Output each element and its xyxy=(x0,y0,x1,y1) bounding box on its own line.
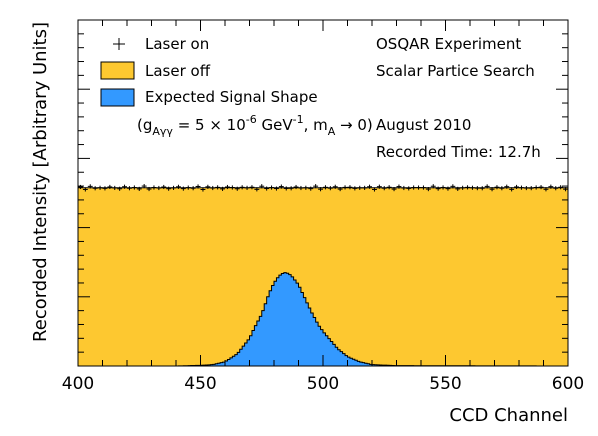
legend-label-laser-off: Laser off xyxy=(145,62,211,80)
legend-item-expected-signal: Expected Signal Shape xyxy=(100,88,318,107)
annotation-experiment: OSQAR Experiment xyxy=(376,35,521,53)
x-tick-label: 600 xyxy=(552,374,584,394)
legend-coupling-note: (gAγγ = 5 × 10-6 GeV-1, mA → 0) xyxy=(137,113,373,138)
legend-item-laser-on: Laser on xyxy=(113,35,209,53)
legend-label-expected-signal: Expected Signal Shape xyxy=(145,88,318,106)
legend-label-laser-on: Laser on xyxy=(145,35,209,53)
annotation-recorded-time: Recorded Time: 12.7h xyxy=(376,143,541,161)
annotation-search: Scalar Partice Search xyxy=(376,62,535,80)
x-tick-label: 550 xyxy=(429,374,461,394)
note-mid2: GeV xyxy=(257,116,294,134)
note-sub1: Aγγ xyxy=(152,125,173,138)
x-tick-label: 500 xyxy=(307,374,339,394)
note-sub2: A xyxy=(328,125,336,138)
legend-item-laser-off: Laser off xyxy=(100,61,211,80)
note-mid1: = 5 × 10 xyxy=(173,116,246,134)
annotations: OSQAR Experiment Scalar Partice Search A… xyxy=(376,35,541,161)
note-suffix: → 0) xyxy=(335,116,373,134)
x-tick-label: 450 xyxy=(184,374,216,394)
x-axis-title: CCD Channel xyxy=(449,405,568,426)
legend-swatch-laser-off xyxy=(100,61,135,80)
legend: Laser on Laser off Expected Signal Shape… xyxy=(100,35,373,138)
expected-signal-fill xyxy=(78,272,568,366)
axes: 400 450 500 550 600 xyxy=(62,19,584,394)
annotation-date: August 2010 xyxy=(376,116,471,134)
x-tick-label: 400 xyxy=(62,374,94,394)
note-prefix: (g xyxy=(137,116,152,134)
note-sup2: -1 xyxy=(293,113,304,126)
plot-area xyxy=(78,184,568,367)
note-sup1: -6 xyxy=(246,113,257,126)
y-axis-title: Recorded Intensity [Arbitrary Units] xyxy=(30,22,51,342)
legend-swatch-expected-signal xyxy=(100,88,135,107)
note-mid3: , m xyxy=(304,116,328,134)
laser-on-points xyxy=(78,184,568,192)
